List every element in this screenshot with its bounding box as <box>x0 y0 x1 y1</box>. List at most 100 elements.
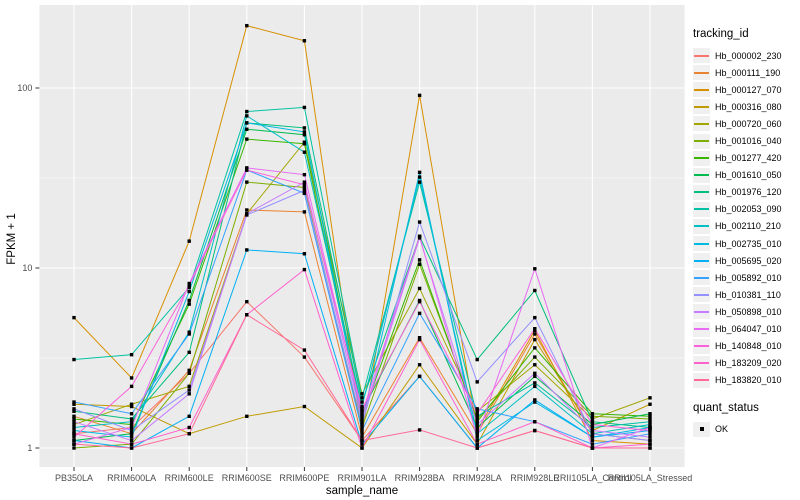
data-point <box>475 425 479 430</box>
data-point <box>475 409 479 413</box>
data-point <box>302 172 307 177</box>
legend-key-swatch <box>693 287 710 303</box>
data-point <box>129 352 134 357</box>
data-point <box>475 417 479 421</box>
data-point <box>648 414 652 419</box>
legend-line-icon <box>694 379 709 382</box>
data-point <box>302 130 307 134</box>
data-point <box>648 396 652 400</box>
legend-item-label: Hb_000002_230 <box>715 50 782 61</box>
data-point <box>302 133 307 137</box>
data-point <box>72 442 76 446</box>
x-tick-label: RRIM600LE <box>165 473 214 483</box>
legend-item: Hb_064047_010 <box>693 321 799 338</box>
legend-item: Hb_000127_070 <box>693 81 799 98</box>
data-point <box>129 419 134 424</box>
data-point <box>475 407 479 411</box>
data-point <box>533 315 537 320</box>
data-point <box>590 432 595 436</box>
legend-line-icon <box>694 54 709 57</box>
data-point <box>129 376 134 380</box>
data-point <box>245 180 249 184</box>
data-point <box>72 400 76 404</box>
data-point <box>475 428 479 433</box>
legend-shape-items: OK <box>693 421 799 438</box>
data-point <box>360 422 364 427</box>
data-point <box>187 285 191 290</box>
data-point <box>187 281 191 286</box>
x-tick-label: RRII105LA_Control <box>553 473 631 483</box>
data-point <box>360 412 364 416</box>
legend-line-icon <box>694 328 709 331</box>
legend-line-icon <box>694 293 709 296</box>
data-point <box>302 348 307 352</box>
data-point <box>245 212 249 216</box>
data-point <box>648 446 652 450</box>
x-tick-label: RRIM928LA <box>453 473 502 483</box>
data-point <box>360 414 364 419</box>
legend-line-icon <box>694 259 709 262</box>
data-point <box>475 435 479 439</box>
data-point <box>72 419 76 424</box>
x-axis-title: sample_name <box>326 485 398 497</box>
legend-key-swatch <box>693 150 710 166</box>
data-point <box>360 425 364 430</box>
data-point <box>475 446 479 450</box>
data-point <box>590 435 595 439</box>
data-point <box>533 371 537 376</box>
data-point <box>360 442 364 446</box>
legend-item: Hb_002735_010 <box>693 235 799 252</box>
legend-key-swatch <box>693 338 710 354</box>
legend-key-swatch <box>693 133 710 149</box>
data-point <box>417 234 422 239</box>
data-point <box>648 422 652 427</box>
legend-line-icon <box>694 225 709 228</box>
legend-item-quant-status: OK <box>693 421 799 438</box>
legend-item-label: Hb_005695_020 <box>715 255 782 266</box>
data-point <box>302 355 307 359</box>
data-point <box>590 425 595 430</box>
data-point <box>302 142 307 146</box>
data-point <box>533 363 537 367</box>
legend-item-label: Hb_001610_050 <box>715 170 782 181</box>
data-point <box>302 39 307 43</box>
data-point <box>302 191 307 196</box>
data-point <box>590 438 595 443</box>
legend-item: Hb_183820_010 <box>693 372 799 389</box>
legend-line-icon <box>694 345 709 348</box>
data-point <box>129 417 134 421</box>
legend-item-label: Hb_001976_120 <box>715 187 782 198</box>
legend-line-icon <box>694 242 709 245</box>
legend-item: Hb_000316_080 <box>693 98 799 115</box>
legend-key-swatch <box>693 167 710 183</box>
data-point <box>360 400 364 404</box>
data-point <box>245 414 249 419</box>
legend-item-label: Hb_000111_190 <box>715 67 781 78</box>
data-point <box>648 425 652 430</box>
data-point <box>245 127 249 131</box>
data-point <box>129 446 134 450</box>
data-point <box>72 422 76 427</box>
data-point <box>590 419 595 424</box>
point-square-icon <box>699 427 704 432</box>
legend-item: Hb_001610_050 <box>693 167 799 184</box>
legend-key-swatch <box>693 304 710 320</box>
data-point <box>360 404 364 409</box>
legend-item-label: Hb_001277_420 <box>715 153 782 164</box>
data-point <box>417 286 422 291</box>
y-tick-label: 10 <box>22 263 32 273</box>
data-point <box>129 412 134 416</box>
data-point <box>245 313 249 317</box>
data-point <box>360 417 364 421</box>
legend-line-icon <box>694 174 709 177</box>
data-point <box>417 337 422 342</box>
data-point <box>475 422 479 427</box>
data-point <box>302 210 307 214</box>
legend-key-swatch <box>693 421 710 437</box>
legend-line-icon <box>694 310 709 313</box>
data-point <box>590 446 595 450</box>
data-point <box>187 371 191 376</box>
data-point <box>129 425 134 430</box>
data-point <box>187 425 191 430</box>
